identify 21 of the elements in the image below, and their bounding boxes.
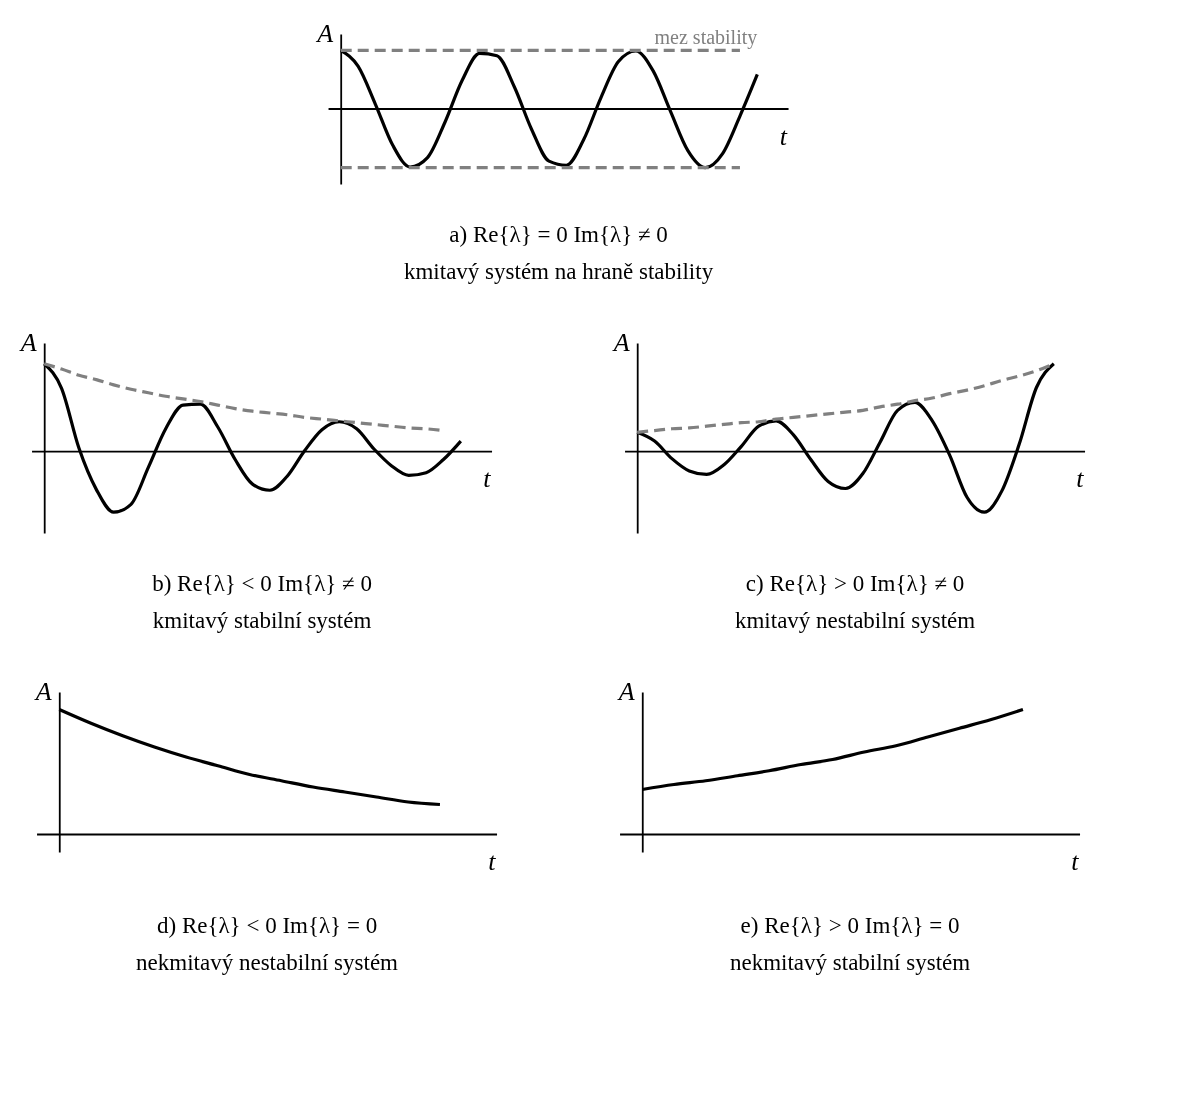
text: nekmitavý stabilní systém xyxy=(729,949,971,975)
annotation: mez stability xyxy=(654,26,758,50)
text: kmitavý systém na hraně stability xyxy=(403,259,714,284)
y-axis-title: A xyxy=(33,676,52,706)
y-axis-title: A xyxy=(315,18,334,48)
text: kmitavý stabilní systém xyxy=(152,608,372,633)
text: c) Re{λ} > 0 Im{λ} ≠ 0 xyxy=(745,571,965,596)
y-axis-title: A xyxy=(611,327,630,357)
text: e) Re{λ} > 0 Im{λ} = 0 xyxy=(740,912,960,938)
y-axis-title: A xyxy=(18,327,37,357)
y-axis-title: A xyxy=(616,676,635,706)
text: d) Re{λ} < 0 Im{λ} = 0 xyxy=(156,912,378,938)
text: nekmitavý nestabilní systém xyxy=(136,949,399,975)
x-axis-title: t xyxy=(488,847,497,876)
x-axis-title: t xyxy=(483,464,492,494)
x-axis-title: t xyxy=(1076,464,1085,494)
text: a) Re{λ} = 0 Im{λ} ≠ 0 xyxy=(449,222,668,247)
text: kmitavý nestabilní systém xyxy=(734,608,976,633)
x-axis-title: t xyxy=(1071,847,1080,876)
x-axis-title: t xyxy=(779,121,788,151)
text: b) Re{λ} < 0 Im{λ} ≠ 0 xyxy=(152,571,372,596)
